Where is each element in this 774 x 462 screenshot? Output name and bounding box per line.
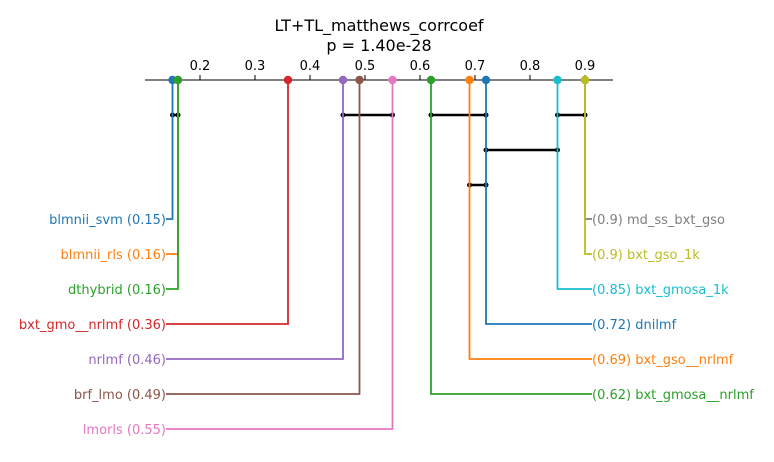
method-line-lmorls: [166, 80, 394, 430]
method-line-brf_lmo: [166, 80, 361, 395]
method-lines: blmnii_svm (0.15) blmnii_rls (0.16) dthybr…: [19, 75, 754, 438]
method-marker-lmorls: [388, 75, 397, 85]
method-line-bxt_gso__nrlmf: [468, 80, 592, 360]
x-tick-label: 0.6: [410, 59, 431, 74]
method-line-blmnii_svm: [166, 80, 174, 220]
method-line-bxt_gmosa__nrlmf: [430, 80, 592, 395]
method-label-bxt_gmo__nrlmf: bxt_gmo__nrlmf (0.36): [19, 318, 166, 333]
x-tick-label: 0.8: [520, 59, 541, 74]
x-tick-label: 0.4: [300, 59, 321, 74]
x-axis-ticks: 0.2 0.3 0.4 0.5 0.6 0.7 0.8 0.9: [190, 59, 596, 80]
method-label-brf_lmo: brf_lmo (0.49): [74, 388, 166, 403]
clique-bars: [170, 112, 588, 188]
method-marker-bxt_gmosa_1k: [553, 75, 562, 85]
method-marker-dthybrid: [173, 75, 183, 85]
method-line-bxt_gmo__nrlmf: [166, 80, 289, 325]
method-marker-bxt_gso__nrlmf: [465, 75, 474, 85]
method-marker-bxt_gso_1k: [580, 75, 590, 85]
method-line-dthybrid: [166, 80, 179, 290]
method-label-md_ss_bxt_gso: (0.9) md_ss_bxt_gso: [592, 213, 725, 228]
method-label-bxt_gso_1k: (0.9) bxt_gso_1k: [592, 248, 700, 263]
method-line-bxt_gmosa_1k: [556, 80, 592, 290]
method-label-blmnii_rls: blmnii_rls (0.16): [61, 248, 166, 263]
method-marker-bxt_gmosa__nrlmf: [426, 75, 436, 85]
method-label-blmnii_svm: blmnii_svm (0.15): [49, 213, 166, 228]
method-marker-bxt_gmo__nrlmf: [283, 75, 293, 85]
method-label-bxt_gmosa__nrlmf: (0.62) bxt_gmosa__nrlmf: [592, 388, 754, 403]
x-tick-label: 0.5: [355, 59, 376, 74]
method-marker-brf_lmo: [355, 75, 364, 85]
chart-subtitle: p = 1.40e-28: [326, 36, 431, 55]
method-line-dnilmf: [485, 80, 592, 325]
method-label-lmorls: lmorls (0.55): [83, 423, 166, 438]
method-label-nrlmf: nrlmf (0.46): [88, 353, 166, 368]
method-marker-nrlmf: [338, 75, 348, 85]
method-label-dnilmf: (0.72) dnilmf: [592, 318, 677, 333]
method-line-md_ss_bxt_gso: [584, 80, 592, 220]
method-label-bxt_gmosa_1k: (0.85) bxt_gmosa_1k: [592, 283, 729, 298]
method-label-dthybrid: dthybrid (0.16): [68, 283, 166, 298]
x-tick-label: 0.2: [190, 59, 211, 74]
method-marker-dnilmf: [481, 75, 491, 85]
method-line-nrlmf: [166, 80, 344, 360]
x-tick-label: 0.3: [245, 59, 266, 74]
x-tick-label: 0.7: [465, 59, 486, 74]
method-line-bxt_gso_1k: [584, 80, 592, 255]
x-tick-label: 0.9: [575, 59, 596, 74]
method-label-bxt_gso__nrlmf: (0.69) bxt_gso__nrlmf: [592, 353, 734, 368]
chart-title: LT+TL_matthews_corrcoef: [274, 16, 483, 36]
